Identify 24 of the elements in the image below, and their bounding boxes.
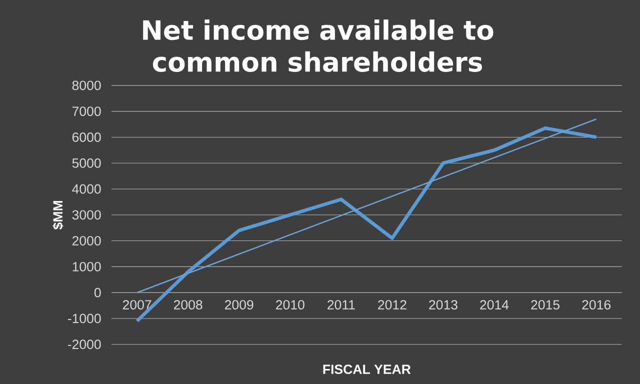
y-tick-label: -2000 (68, 340, 101, 350)
y-tick-label: 0 (94, 288, 101, 298)
y-tick-label: 6000 (72, 132, 101, 142)
x-tick-label: 2014 (480, 300, 509, 310)
x-axis-title: FISCAL YEAR (323, 364, 411, 374)
y-tick-label: 1000 (72, 262, 101, 272)
x-tick-label: 2008 (174, 300, 202, 310)
y-tick-label: 3000 (72, 210, 101, 220)
y-tick-label: 8000 (72, 80, 101, 90)
x-tick-label: 2007 (122, 300, 152, 310)
y-tick-label: 7000 (72, 106, 101, 116)
y-tick-label: -1000 (68, 314, 101, 324)
x-tick-label: 2013 (429, 300, 458, 310)
x-tick-label: 2011 (328, 300, 355, 310)
chart-title: Net income available to common shareholders (143, 19, 494, 72)
x-tick-label: 2016 (582, 300, 611, 310)
x-tick-label: 2015 (531, 300, 560, 310)
y-tick-label: 5000 (72, 158, 101, 168)
x-tick-label: 2012 (378, 300, 406, 310)
x-tick-label: 2009 (224, 300, 254, 310)
y-axis-title: $MM (52, 200, 64, 230)
y-tick-label: 4000 (72, 184, 101, 194)
x-tick-label: 2010 (276, 300, 304, 310)
y-tick-label: 2000 (72, 236, 101, 246)
